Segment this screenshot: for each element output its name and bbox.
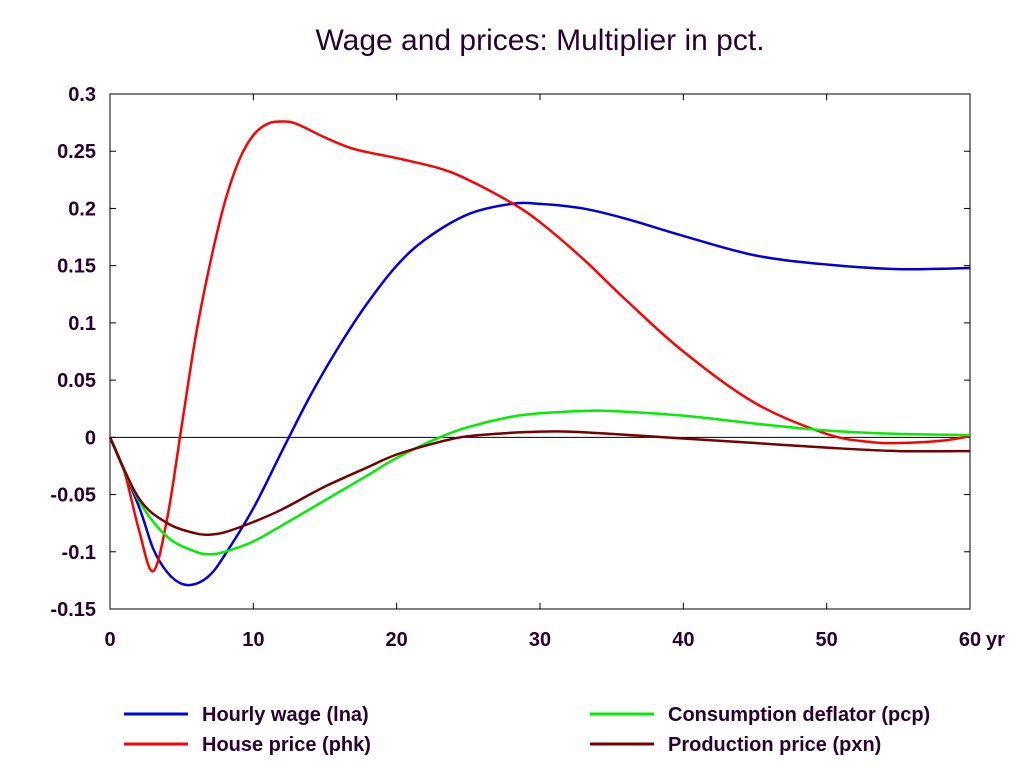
series-line-hourly-wage-lna	[108, 201, 971, 587]
y-tick-label: 0.2	[68, 198, 96, 220]
legend-label-hourly-wage-lna: Hourly wage (lna)	[202, 704, 369, 726]
y-tick-label: 0	[85, 427, 96, 449]
x-tick-label: 0	[104, 629, 115, 651]
legend-label-consumption-deflator-pcp: Consumption deflator (pcp)	[668, 704, 930, 726]
x-tick-label: 40	[672, 629, 694, 651]
y-tick-label: 0.3	[68, 84, 96, 106]
y-tick-label: 0.15	[57, 256, 96, 278]
y-tick-label: 0.05	[57, 370, 96, 392]
y-tick-label: -0.1	[62, 542, 96, 564]
x-tick-label: 20	[386, 629, 408, 651]
y-tick-label: -0.15	[50, 599, 96, 621]
series-line-consumption-deflator-pcp	[108, 409, 971, 556]
chart-title: Wage and prices: Multiplier in pct.	[315, 24, 764, 57]
y-tick-label: 0.25	[57, 141, 96, 163]
y-tick-label: 0.1	[68, 313, 96, 335]
legend-label-production-price-pxn: Production price (pxn)	[668, 734, 881, 756]
axes	[109, 93, 971, 610]
legend-label-house-price-phk: House price (phk)	[202, 734, 371, 756]
x-tick-label: 50	[816, 629, 838, 651]
tick-labels: 0.3 0.25 0.2 0.15 0.1 0.05 0 -0.05 -0.1 -0.15 0 10 2…	[50, 84, 1005, 651]
series-line-house-price-phk	[108, 120, 971, 573]
x-axis-unit-label: yr	[986, 629, 1005, 651]
y-tick-label: -0.05	[50, 485, 96, 507]
legend: Hourly wage (lna) House price (phk) Consum…	[124, 704, 930, 756]
x-tick-label: 30	[529, 629, 551, 651]
x-tick-label: 10	[242, 629, 264, 651]
series-line-production-price-pxn	[108, 430, 971, 537]
x-tick-label: 60	[959, 629, 981, 651]
series-lines	[108, 120, 971, 587]
